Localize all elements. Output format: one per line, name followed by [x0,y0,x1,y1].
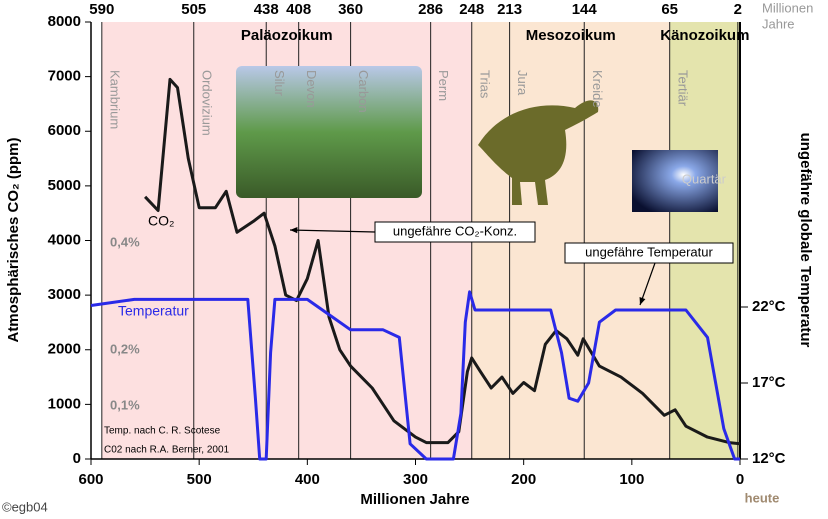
period-name: Ordovizium [199,70,214,136]
y-tick-label: 8000 [48,13,81,30]
period-name: Tertiär [675,70,690,107]
annotation: C02 nach R.A. Berner, 2001 [104,445,230,456]
series-label: CO₂ [148,213,174,229]
y-tick-label: 0 [73,450,81,467]
top-tick-label: 438 [254,1,279,18]
top-tick-label: 248 [459,1,484,18]
period-name: Jura [515,70,530,96]
period-name: Devon [304,70,319,108]
y2-tick-label: 12°C [752,450,786,467]
period-name: Kreide [590,70,605,108]
annotation: ungefähre Temperatur [585,244,713,259]
era-name: Känozoikum [660,27,749,44]
x-tick-label: 300 [403,471,428,488]
period-name: Carbon [356,70,371,113]
top-tick-label: 408 [286,1,311,18]
top-tick-label: 590 [89,1,114,18]
series-label: Temperatur [118,303,189,319]
x-tick-label: 0 [736,471,744,488]
dinosaur-illustration [478,100,599,205]
arrow-head [290,227,298,234]
callout-arrow [289,229,376,233]
top-tick-label: 144 [572,1,598,18]
top-axis-label: Millionen [762,0,813,15]
plot: Paläozoikum Mesozoikum Känozoikum 590 505 438… [48,1,786,488]
y2-tick-label: 22°C [752,298,786,315]
top-axis-label: Jahre [762,16,795,31]
y-tick-label: 4000 [48,231,81,248]
x-tick-label: 100 [619,471,644,488]
top-tick-label: 213 [497,1,522,18]
era-band [669,22,740,459]
y-tick-label: 5000 [48,177,81,194]
annotation: ungefähre CO₂-Konz. [393,223,517,238]
period-name: Quartär [682,171,727,186]
y-tick-label: 3000 [48,286,81,303]
space-illustration [632,150,718,212]
top-tick-label: 360 [338,1,363,18]
top-tick-label: 65 [661,1,678,18]
credit: ©egb04 [2,499,48,514]
top-tick-label: 505 [181,1,206,18]
y-tick-label: 2000 [48,341,81,358]
era-name: Mesozoikum [526,27,616,44]
illustrations [236,66,718,212]
era-name: Paläozoikum [241,27,333,44]
period-name: Trias [477,70,492,99]
x-tick-label: 400 [295,471,320,488]
y-tick-label: 6000 [48,122,81,139]
series-line [90,290,740,461]
annotation: 0,4% [110,234,140,249]
period-name: Kambrium [107,70,122,129]
x-end-label: heute [745,490,780,505]
callout-box [564,242,734,264]
annotation: Temp. nach C. R. Scotese [104,426,221,437]
annotation: 0,1% [110,397,140,412]
y-tick-label: 1000 [48,395,81,412]
callout-arrow [639,262,656,306]
x-axis-title: Millionen Jahre [360,491,469,508]
x-tick-label: 200 [511,471,536,488]
top-tick-label: 2 [734,1,742,18]
period-name: Silur [272,70,287,97]
y2-tick-label: 17°C [752,374,786,391]
forest-illustration [236,66,422,198]
y2-axis-title: ungefähre globale Temperatur [797,133,814,348]
top-tick-label: 286 [418,1,443,18]
period-name: Perm [436,70,451,101]
x-tick-label: 600 [78,471,103,488]
series-line [144,77,741,446]
x-tick-label: 500 [187,471,212,488]
arrow-head [639,297,646,305]
y-tick-label: 7000 [48,68,81,85]
y-axis-title: Atmosphärisches CO₂ (ppm) [5,137,22,342]
annotation: 0,2% [110,341,140,356]
